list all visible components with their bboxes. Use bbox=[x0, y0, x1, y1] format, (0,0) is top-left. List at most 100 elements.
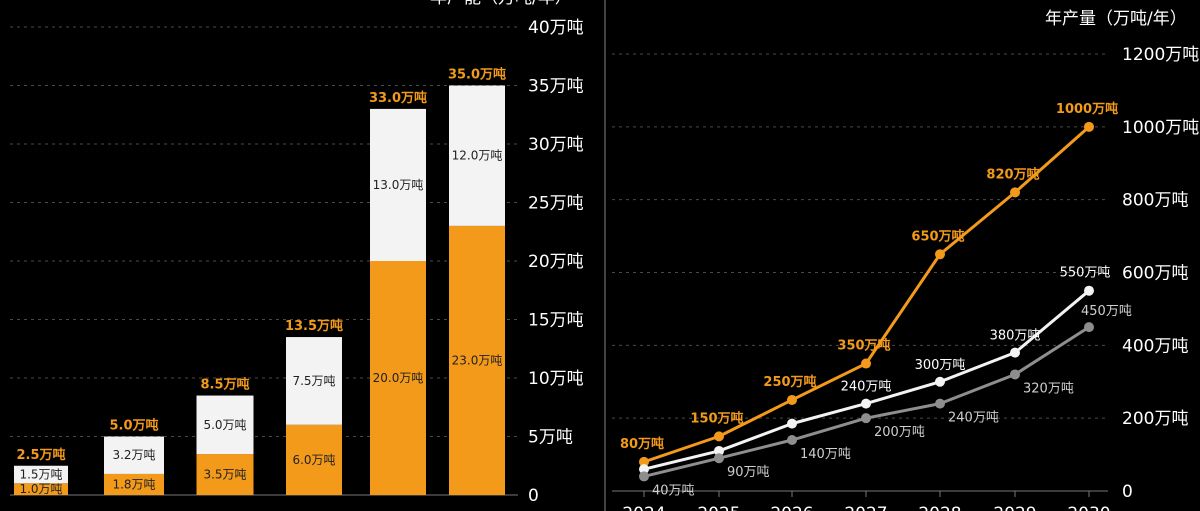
right-y-tick-label: 1200万吨 bbox=[1122, 45, 1199, 65]
series-point-label: 200万吨 bbox=[874, 425, 925, 440]
series-point-gray bbox=[935, 398, 945, 409]
bar-total-label: 5.0万吨 bbox=[109, 418, 158, 434]
series-point-gray bbox=[714, 453, 724, 464]
bar-segment-label: 5.0万吨 bbox=[203, 418, 246, 432]
series-point-label: 820万吨 bbox=[986, 166, 1039, 182]
series-point-orange bbox=[787, 394, 797, 405]
series-point-white bbox=[787, 418, 797, 429]
bar-segment-label: 1.0万吨 bbox=[19, 482, 62, 496]
right-x-tick-label: 2025 bbox=[697, 504, 740, 511]
bar-segment-label: 1.8万吨 bbox=[112, 477, 155, 491]
series-point-orange bbox=[714, 431, 724, 442]
right-x-tick-label: 2030 bbox=[1067, 504, 1110, 511]
series-point-white bbox=[639, 464, 649, 475]
series-point-label: 250万吨 bbox=[763, 374, 816, 390]
right-y-tick-label: 600万吨 bbox=[1122, 264, 1188, 284]
series-point-label: 240万吨 bbox=[841, 380, 892, 395]
left-y-tick-label: 15万吨 bbox=[528, 311, 584, 331]
right-y-tick-label: 200万吨 bbox=[1122, 409, 1188, 429]
left-y-axis-title: 年产能（万吨/年） bbox=[430, 0, 572, 8]
right-x-tick-label: 2029 bbox=[993, 504, 1036, 511]
series-point-label: 650万吨 bbox=[911, 228, 964, 244]
series-point-label: 300万吨 bbox=[915, 358, 966, 373]
series-point-label: 550万吨 bbox=[1060, 266, 1111, 281]
right-y-tick-label: 400万吨 bbox=[1122, 336, 1188, 356]
right-x-tick-label: 2026 bbox=[770, 504, 813, 511]
series-point-label: 350万吨 bbox=[837, 338, 890, 354]
series-point-label: 240万吨 bbox=[948, 411, 999, 426]
series-point-gray bbox=[861, 413, 871, 424]
series-point-white bbox=[714, 445, 724, 456]
left-y-tick-label: 10万吨 bbox=[528, 369, 584, 389]
bar-segment-label: 3.5万吨 bbox=[203, 468, 246, 482]
right-y-ticks: 0 200万吨 400万吨 600万吨 800万吨 1000万吨 1200万吨 bbox=[1122, 45, 1199, 502]
right-output-chart: 80万吨 150万吨 250万吨 350万吨 650万吨 820万吨 1000万吨 240万吨… bbox=[612, 9, 1199, 511]
right-y-axis-title: 年产量（万吨/年） bbox=[1045, 9, 1187, 29]
series-point-label: 320万吨 bbox=[1023, 381, 1074, 396]
series-point-orange bbox=[935, 249, 945, 260]
series-point-gray bbox=[1084, 322, 1094, 333]
series-point-label: 150万吨 bbox=[690, 410, 743, 426]
bar-total-label: 2.5万吨 bbox=[16, 447, 65, 463]
right-point-labels: 80万吨 150万吨 250万吨 350万吨 650万吨 820万吨 1000万吨 240万吨… bbox=[620, 101, 1132, 499]
bar-segment-orange bbox=[286, 424, 342, 495]
right-y-tick-label: 0 bbox=[1122, 482, 1133, 502]
bar-segment-orange bbox=[14, 483, 68, 495]
bar-segment-orange bbox=[104, 473, 164, 495]
series-point-label: 380万吨 bbox=[990, 329, 1041, 344]
right-x-tick-label: 2027 bbox=[844, 504, 887, 511]
series-point-label: 40万吨 bbox=[652, 483, 695, 498]
series-point-orange bbox=[639, 456, 649, 467]
right-x-tick-label: 2028 bbox=[918, 504, 961, 511]
series-point-gray bbox=[639, 471, 649, 482]
bar-segment-orange bbox=[196, 454, 254, 495]
left-y-tick-label: 20万吨 bbox=[528, 252, 584, 272]
series-point-white bbox=[861, 398, 871, 409]
bar-segment-white bbox=[196, 395, 254, 455]
left-gridlines bbox=[10, 26, 518, 496]
series-point-label: 90万吨 bbox=[727, 465, 770, 480]
series-point-white bbox=[1084, 285, 1094, 296]
bar-segment-orange bbox=[370, 261, 426, 495]
right-y-tick-label: 1000万吨 bbox=[1122, 118, 1199, 138]
bar-segment-label: 12.0万吨 bbox=[452, 149, 503, 163]
bar-total-label: 35.0万吨 bbox=[448, 67, 506, 83]
right-gridlines bbox=[612, 53, 1108, 492]
bar-total-label: 8.5万吨 bbox=[200, 377, 249, 393]
bar-segment-white bbox=[104, 436, 164, 474]
series-point-white bbox=[1010, 347, 1020, 358]
bar-segment-label: 1.5万吨 bbox=[19, 468, 62, 482]
left-y-tick-label: 25万吨 bbox=[528, 194, 584, 214]
bar-total-label: 13.5万吨 bbox=[285, 318, 343, 334]
series-point-label: 140万吨 bbox=[800, 447, 851, 462]
bar-segment-white bbox=[14, 465, 68, 484]
series-point-orange bbox=[1010, 187, 1020, 198]
series-point-white bbox=[935, 376, 945, 387]
right-y-tick-label: 800万吨 bbox=[1122, 191, 1188, 211]
bar-segment-orange bbox=[449, 225, 505, 495]
bar-segment-label: 13.0万吨 bbox=[373, 178, 424, 192]
series-point-orange bbox=[861, 358, 871, 369]
left-y-ticks: 0 5万吨 10万吨 15万吨 20万吨 25万吨 30万吨 35万吨 40万吨 bbox=[528, 18, 584, 506]
bar-segment-white bbox=[370, 108, 426, 262]
left-y-tick-label: 40万吨 bbox=[528, 18, 584, 38]
series-point-gray bbox=[1010, 369, 1020, 380]
bar-segment-label: 6.0万吨 bbox=[292, 453, 335, 467]
right-x-tick-label: 2024 bbox=[622, 504, 665, 511]
left-y-tick-label: 0 bbox=[528, 486, 539, 506]
series-point-label: 1000万吨 bbox=[1056, 101, 1118, 117]
series-point-label: 450万吨 bbox=[1081, 304, 1132, 319]
bar-segment-label: 3.2万吨 bbox=[112, 448, 155, 462]
bar-segment-label: 23.0万吨 bbox=[452, 353, 503, 367]
bar-segment-white bbox=[449, 85, 505, 226]
left-y-tick-label: 30万吨 bbox=[528, 135, 584, 155]
left-y-tick-label: 5万吨 bbox=[528, 428, 573, 448]
bar-total-label: 33.0万吨 bbox=[369, 90, 427, 106]
series-point-orange bbox=[1084, 121, 1094, 132]
bar-segment-label: 20.0万吨 bbox=[373, 371, 424, 385]
series-point-gray bbox=[787, 435, 797, 446]
bar-segment-white bbox=[286, 337, 342, 425]
